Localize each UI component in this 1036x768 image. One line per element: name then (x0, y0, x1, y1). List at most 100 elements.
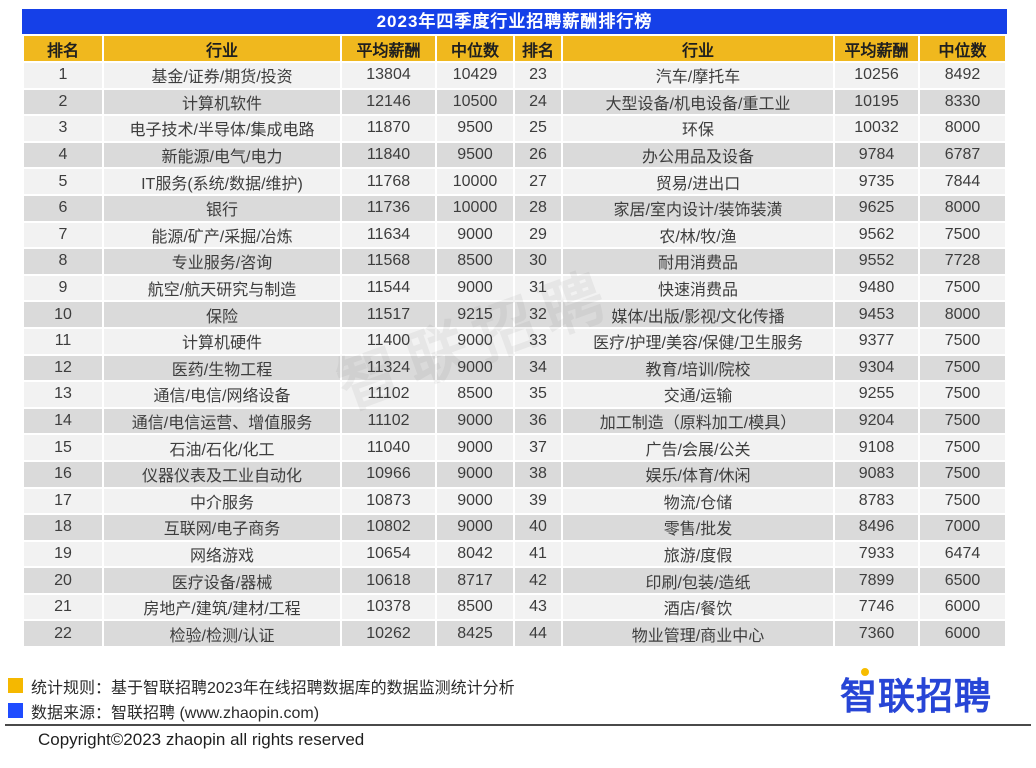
industry-cell: 仪器仪表及工业自动化 (104, 461, 340, 487)
avg-salary-cell: 9377 (835, 328, 918, 354)
rule-note-row: 统计规则：基于智联招聘2023年在线招聘数据库的数据监测统计分析 (8, 673, 515, 698)
median-cell: 7500 (920, 488, 1005, 514)
table-row: 19 网络游戏 10654 8042 41 旅游/度假 7933 6474 (24, 541, 1005, 567)
industry-cell: 快速消费品 (563, 275, 833, 301)
rank-cell: 27 (515, 169, 561, 194)
industry-cell: IT服务(系统/数据/维护) (104, 169, 340, 194)
avg-salary-cell: 11568 (342, 249, 435, 274)
rank-cell: 30 (515, 249, 561, 274)
table-row: 5 IT服务(系统/数据/维护) 11768 10000 27 贸易/进出口 9735 784… (24, 169, 1005, 194)
rank-cell: 39 (515, 488, 561, 514)
industry-cell: 耐用消费品 (563, 249, 833, 274)
avg-salary-cell: 10195 (835, 89, 918, 115)
avg-salary-cell: 10618 (342, 568, 435, 593)
avg-salary-cell: 9204 (835, 408, 918, 434)
avg-salary-cell: 11544 (342, 275, 435, 301)
avg-salary-cell: 11517 (342, 302, 435, 327)
median-cell: 9000 (437, 275, 513, 301)
avg-salary-cell: 9480 (835, 275, 918, 301)
industry-cell: 交通/运输 (563, 382, 833, 407)
median-cell: 10000 (437, 195, 513, 221)
industry-cell: 汽车/摩托车 (563, 63, 833, 88)
table-row: 7 能源/矿产/采掘/冶炼 11634 9000 29 农/林/牧/渔 9562 7500 (24, 222, 1005, 248)
median-cell: 8330 (920, 89, 1005, 115)
column-header-left-0: 排名 (24, 36, 102, 61)
median-cell: 8492 (920, 63, 1005, 88)
source-note-row: 数据来源：智联招聘 (www.zhaopin.com) (8, 698, 515, 723)
copyright-text: Copyright©2023 zhaopin all rights reserv… (38, 730, 365, 749)
table-row: 21 房地产/建筑/建材/工程 10378 8500 43 酒店/餐饮 7746 6000 (24, 594, 1005, 620)
zhaopin-logo-text: 智联招聘 (840, 676, 992, 717)
median-cell: 8000 (920, 302, 1005, 327)
avg-salary-cell: 7899 (835, 568, 918, 593)
industry-cell: 计算机软件 (104, 89, 340, 115)
industry-cell: 计算机硬件 (104, 328, 340, 354)
industry-cell: 医疗设备/器械 (104, 568, 340, 593)
industry-cell: 保险 (104, 302, 340, 327)
median-cell: 8425 (437, 621, 513, 647)
rank-cell: 16 (24, 461, 102, 487)
median-cell: 9500 (437, 142, 513, 168)
footnotes: 统计规则：基于智联招聘2023年在线招聘数据库的数据监测统计分析 数据来源：智联… (8, 673, 515, 723)
median-cell: 8500 (437, 249, 513, 274)
avg-salary-cell: 7360 (835, 621, 918, 647)
industry-cell: 新能源/电气/电力 (104, 142, 340, 168)
industry-cell: 贸易/进出口 (563, 169, 833, 194)
rank-cell: 12 (24, 355, 102, 381)
median-cell: 8500 (437, 594, 513, 620)
table-row: 4 新能源/电气/电力 11840 9500 26 办公用品及设备 9784 6787 (24, 142, 1005, 168)
median-cell: 7000 (920, 515, 1005, 540)
column-header-right-0: 排名 (515, 36, 561, 61)
rank-cell: 32 (515, 302, 561, 327)
industry-cell: 零售/批发 (563, 515, 833, 540)
rank-cell: 44 (515, 621, 561, 647)
table-row: 15 石油/石化/化工 11040 9000 37 广告/会展/公关 9108 7500 (24, 435, 1005, 460)
avg-salary-cell: 12146 (342, 89, 435, 115)
industry-cell: 印刷/包装/造纸 (563, 568, 833, 593)
table-row: 12 医药/生物工程 11324 9000 34 教育/培训/院校 9304 7500 (24, 355, 1005, 381)
median-cell: 9215 (437, 302, 513, 327)
industry-cell: 加工制造（原料加工/模具） (563, 408, 833, 434)
avg-salary-cell: 11324 (342, 355, 435, 381)
median-cell: 6000 (920, 594, 1005, 620)
rank-cell: 37 (515, 435, 561, 460)
table-header-row: 排名 行业 平均薪酬 中位数 排名 行业 平均薪酬 中位数 (24, 36, 1005, 61)
column-header-left-3: 中位数 (437, 36, 513, 61)
median-cell: 7500 (920, 275, 1005, 301)
industry-cell: 媒体/出版/影视/文化传播 (563, 302, 833, 327)
avg-salary-cell: 10378 (342, 594, 435, 620)
industry-cell: 教育/培训/院校 (563, 355, 833, 381)
industry-cell: 广告/会展/公关 (563, 435, 833, 460)
median-cell: 9000 (437, 515, 513, 540)
avg-salary-cell: 9562 (835, 222, 918, 248)
avg-salary-cell: 10966 (342, 461, 435, 487)
avg-salary-cell: 11870 (342, 116, 435, 141)
industry-cell: 互联网/电子商务 (104, 515, 340, 540)
industry-cell: 物流/仓储 (563, 488, 833, 514)
rank-cell: 41 (515, 541, 561, 567)
rank-cell: 18 (24, 515, 102, 540)
avg-salary-cell: 9108 (835, 435, 918, 460)
rank-cell: 36 (515, 408, 561, 434)
rank-cell: 24 (515, 89, 561, 115)
table-row: 11 计算机硬件 11400 9000 33 医疗/护理/美容/保健/卫生服务 9377 75… (24, 328, 1005, 354)
median-cell: 9500 (437, 116, 513, 141)
avg-salary-cell: 10654 (342, 541, 435, 567)
divider-line (5, 724, 1031, 726)
avg-salary-cell: 9625 (835, 195, 918, 221)
industry-cell: 环保 (563, 116, 833, 141)
avg-salary-cell: 9083 (835, 461, 918, 487)
median-cell: 7500 (920, 355, 1005, 381)
avg-salary-cell: 11736 (342, 195, 435, 221)
rank-cell: 7 (24, 222, 102, 248)
median-cell: 8500 (437, 382, 513, 407)
rank-cell: 10 (24, 302, 102, 327)
industry-cell: 家居/室内设计/装饰装潢 (563, 195, 833, 221)
median-cell: 7500 (920, 382, 1005, 407)
logo-sun-icon (861, 668, 869, 676)
salary-ranking-table: 排名 行业 平均薪酬 中位数 排名 行业 平均薪酬 中位数 1 基金/证券/期货/投资 13804… (22, 34, 1007, 649)
median-cell: 9000 (437, 435, 513, 460)
avg-salary-cell: 11040 (342, 435, 435, 460)
avg-salary-cell: 9453 (835, 302, 918, 327)
avg-salary-cell: 11102 (342, 382, 435, 407)
